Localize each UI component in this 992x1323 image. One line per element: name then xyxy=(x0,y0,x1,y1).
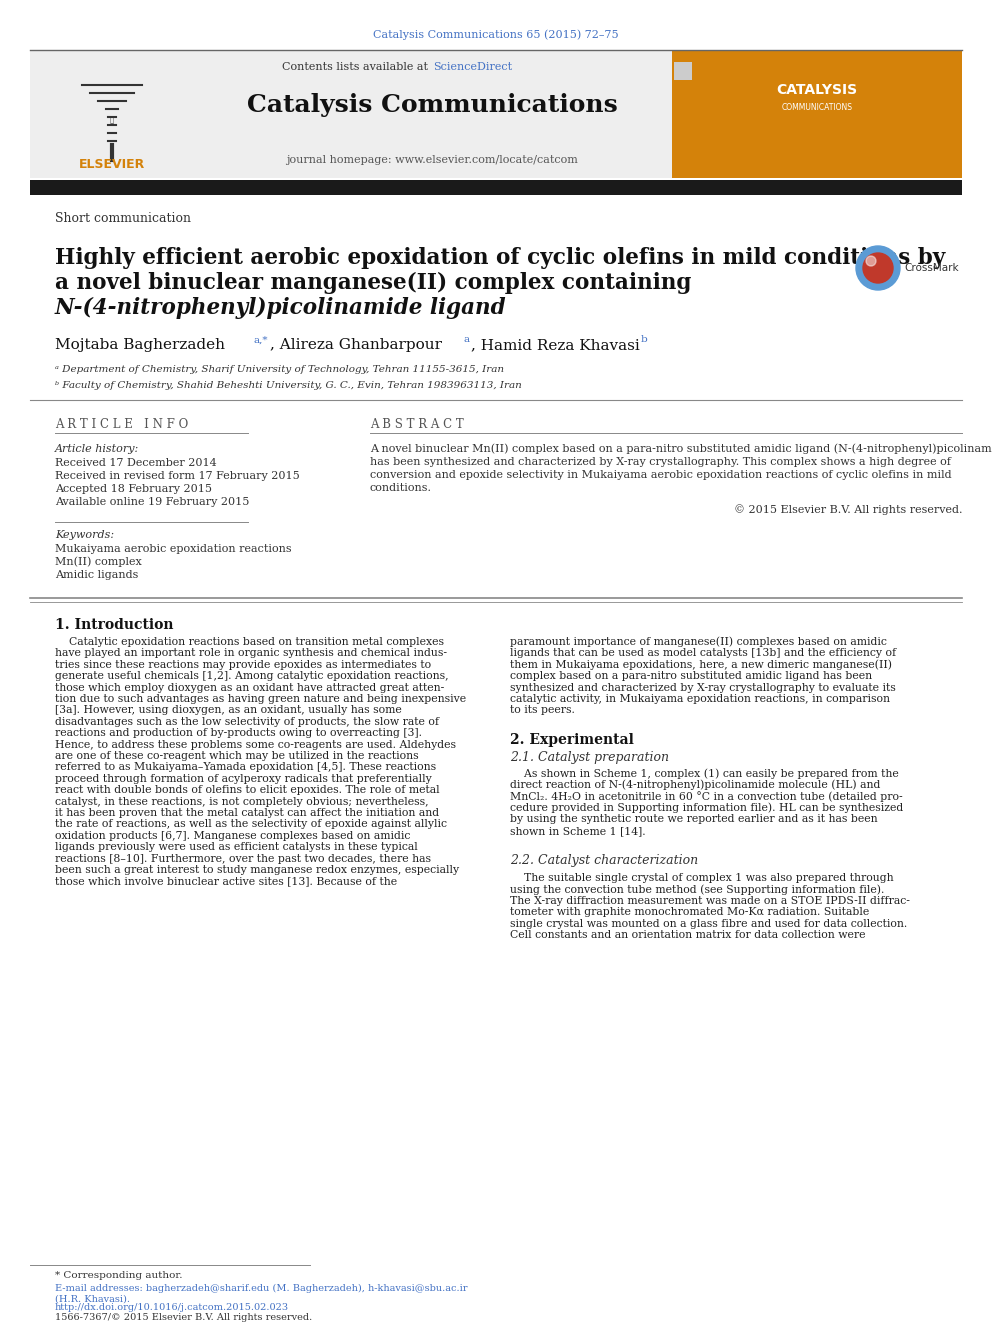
Text: Catalysis Communications: Catalysis Communications xyxy=(247,93,617,116)
Text: using the convection tube method (see Supporting information file).: using the convection tube method (see Su… xyxy=(510,884,885,894)
FancyBboxPatch shape xyxy=(30,50,192,179)
Text: those which involve binuclear active sites [13]. Because of the: those which involve binuclear active sit… xyxy=(55,876,397,886)
Text: A novel binuclear Mn(II) complex based on a para-nitro substituted amidic ligand: A novel binuclear Mn(II) complex based o… xyxy=(370,443,992,454)
Text: Mojtaba Bagherzadeh: Mojtaba Bagherzadeh xyxy=(55,337,225,352)
Text: As shown in Scheme 1, complex (1) can easily be prepared from the: As shown in Scheme 1, complex (1) can ea… xyxy=(510,769,899,779)
Text: proceed through formation of acylperoxy radicals that preferentially: proceed through formation of acylperoxy … xyxy=(55,774,432,783)
Text: shown in Scheme 1 [14].: shown in Scheme 1 [14]. xyxy=(510,826,646,836)
Text: A R T I C L E   I N F O: A R T I C L E I N F O xyxy=(55,418,188,431)
Text: E-mail addresses: bagherzadeh@sharif.edu (M. Bagherzadeh), h-khavasi@sbu.ac.ir: E-mail addresses: bagherzadeh@sharif.edu… xyxy=(55,1283,467,1293)
Text: disadvantages such as the low selectivity of products, the slow rate of: disadvantages such as the low selectivit… xyxy=(55,717,439,726)
Text: COMMUNICATIONS: COMMUNICATIONS xyxy=(782,103,852,112)
Text: The X-ray diffraction measurement was made on a STOE IPDS-II diffrac-: The X-ray diffraction measurement was ma… xyxy=(510,896,910,906)
Text: 2. Experimental: 2. Experimental xyxy=(510,733,634,746)
FancyBboxPatch shape xyxy=(30,180,962,194)
Circle shape xyxy=(863,253,893,283)
Text: ligands that can be used as model catalysts [13b] and the efficiency of: ligands that can be used as model cataly… xyxy=(510,648,896,659)
Text: ᵇ Faculty of Chemistry, Shahid Beheshti University, G. C., Evin, Tehran 19839631: ᵇ Faculty of Chemistry, Shahid Beheshti … xyxy=(55,381,522,389)
Text: http://dx.doi.org/10.1016/j.catcom.2015.02.023: http://dx.doi.org/10.1016/j.catcom.2015.… xyxy=(55,1303,289,1312)
Text: b: b xyxy=(641,336,648,344)
Text: catalytic activity, in Mukaiyama epoxidation reactions, in comparison: catalytic activity, in Mukaiyama epoxida… xyxy=(510,695,890,704)
Text: Contents lists available at: Contents lists available at xyxy=(283,62,432,71)
Text: ScienceDirect: ScienceDirect xyxy=(433,62,512,71)
Text: Cell constants and an orientation matrix for data collection were: Cell constants and an orientation matrix… xyxy=(510,930,865,941)
Text: N-(4-nitrophenyl)picolinamide ligand: N-(4-nitrophenyl)picolinamide ligand xyxy=(55,296,507,319)
Text: has been synthesized and characterized by X-ray crystallography. This complex sh: has been synthesized and characterized b… xyxy=(370,456,951,467)
Text: © 2015 Elsevier B.V. All rights reserved.: © 2015 Elsevier B.V. All rights reserved… xyxy=(733,504,962,516)
Text: tries since these reactions may provide epoxides as intermediates to: tries since these reactions may provide … xyxy=(55,660,432,669)
Text: ᵃ Department of Chemistry, Sharif University of Technology, Tehran 11155-3615, I: ᵃ Department of Chemistry, Sharif Univer… xyxy=(55,365,504,374)
Text: Received 17 December 2014: Received 17 December 2014 xyxy=(55,458,216,468)
Text: 1566-7367/© 2015 Elsevier B.V. All rights reserved.: 1566-7367/© 2015 Elsevier B.V. All right… xyxy=(55,1314,312,1323)
Text: Keywords:: Keywords: xyxy=(55,531,114,540)
Text: CATALYSIS: CATALYSIS xyxy=(777,83,857,97)
Text: a,*: a,* xyxy=(253,336,268,344)
Text: to its peers.: to its peers. xyxy=(510,705,575,716)
Text: journal homepage: www.elsevier.com/locate/catcom: journal homepage: www.elsevier.com/locat… xyxy=(286,155,578,165)
Text: reactions [8–10]. Furthermore, over the past two decades, there has: reactions [8–10]. Furthermore, over the … xyxy=(55,853,431,864)
Text: oxidation products [6,7]. Manganese complexes based on amidic: oxidation products [6,7]. Manganese comp… xyxy=(55,831,411,841)
Text: Mn(II) complex: Mn(II) complex xyxy=(55,557,142,568)
Text: 2.2. Catalyst characterization: 2.2. Catalyst characterization xyxy=(510,853,698,867)
Text: tion due to such advantages as having green nature and being inexpensive: tion due to such advantages as having gr… xyxy=(55,695,466,704)
Text: Received in revised form 17 February 2015: Received in revised form 17 February 201… xyxy=(55,471,300,482)
Text: single crystal was mounted on a glass fibre and used for data collection.: single crystal was mounted on a glass fi… xyxy=(510,918,908,929)
FancyBboxPatch shape xyxy=(672,50,962,179)
Text: The suitable single crystal of complex 1 was also prepared through: The suitable single crystal of complex 1… xyxy=(510,873,894,884)
Text: referred to as Mukaiyama–Yamada epoxidation [4,5]. These reactions: referred to as Mukaiyama–Yamada epoxidat… xyxy=(55,762,436,773)
Text: [3a]. However, using dioxygen, as an oxidant, usually has some: [3a]. However, using dioxygen, as an oxi… xyxy=(55,705,402,716)
Text: reactions and production of by-products owing to overreacting [3].: reactions and production of by-products … xyxy=(55,728,422,738)
Text: a: a xyxy=(463,336,469,344)
Text: Mukaiyama aerobic epoxidation reactions: Mukaiyama aerobic epoxidation reactions xyxy=(55,544,292,554)
Circle shape xyxy=(856,246,900,290)
Text: by using the synthetic route we reported earlier and as it has been: by using the synthetic route we reported… xyxy=(510,815,878,824)
FancyBboxPatch shape xyxy=(674,62,692,79)
Text: 2.1. Catalyst preparation: 2.1. Catalyst preparation xyxy=(510,751,669,765)
Text: conditions.: conditions. xyxy=(370,483,432,493)
Text: Highly efficient aerobic epoxidation of cyclic olefins in mild conditions by: Highly efficient aerobic epoxidation of … xyxy=(55,247,945,269)
Text: ELSEVIER: ELSEVIER xyxy=(79,159,145,172)
Text: conversion and epoxide selectivity in Mukaiyama aerobic epoxidation reactions of: conversion and epoxide selectivity in Mu… xyxy=(370,470,951,480)
Text: * Corresponding author.: * Corresponding author. xyxy=(55,1270,183,1279)
Text: generate useful chemicals [1,2]. Among catalytic epoxidation reactions,: generate useful chemicals [1,2]. Among c… xyxy=(55,671,448,681)
Text: Short communication: Short communication xyxy=(55,212,191,225)
Text: catalyst, in these reactions, is not completely obvious; nevertheless,: catalyst, in these reactions, is not com… xyxy=(55,796,429,807)
Circle shape xyxy=(866,255,876,266)
Text: Amidic ligands: Amidic ligands xyxy=(55,570,138,579)
Text: Catalytic epoxidation reactions based on transition metal complexes: Catalytic epoxidation reactions based on… xyxy=(55,636,444,647)
FancyBboxPatch shape xyxy=(192,50,672,179)
Text: Hence, to address these problems some co-reagents are used. Aldehydes: Hence, to address these problems some co… xyxy=(55,740,456,750)
Text: MnCl₂. 4H₂O in acetonitrile in 60 °C in a convection tube (detailed pro-: MnCl₂. 4H₂O in acetonitrile in 60 °C in … xyxy=(510,791,903,802)
Text: been such a great interest to study manganese redox enzymes, especially: been such a great interest to study mang… xyxy=(55,865,459,875)
Text: a novel binuclear manganese(II) complex containing: a novel binuclear manganese(II) complex … xyxy=(55,273,691,294)
Text: Available online 19 February 2015: Available online 19 February 2015 xyxy=(55,497,249,507)
Text: direct reaction of N-(4-nitrophenyl)picolinamide molecule (HL) and: direct reaction of N-(4-nitrophenyl)pico… xyxy=(510,781,880,790)
Text: have played an important role in organic synthesis and chemical indus-: have played an important role in organic… xyxy=(55,648,447,659)
Text: ⬛: ⬛ xyxy=(110,116,114,123)
Text: them in Mukaiyama epoxidations, here, a new dimeric manganese(II): them in Mukaiyama epoxidations, here, a … xyxy=(510,660,892,669)
Text: cedure provided in Supporting information file). HL can be synthesized: cedure provided in Supporting informatio… xyxy=(510,803,904,814)
Text: it has been proven that the metal catalyst can affect the initiation and: it has been proven that the metal cataly… xyxy=(55,808,439,818)
Text: CrossMark: CrossMark xyxy=(904,263,958,273)
Text: react with double bonds of olefins to elicit epoxides. The role of metal: react with double bonds of olefins to el… xyxy=(55,785,439,795)
Text: A B S T R A C T: A B S T R A C T xyxy=(370,418,463,431)
Text: , Hamid Reza Khavasi: , Hamid Reza Khavasi xyxy=(471,337,640,352)
Text: complex based on a para-nitro substituted amidic ligand has been: complex based on a para-nitro substitute… xyxy=(510,671,872,681)
Text: ligands previously were used as efficient catalysts in these typical: ligands previously were used as efficien… xyxy=(55,843,418,852)
Text: those which employ dioxygen as an oxidant have attracted great atten-: those which employ dioxygen as an oxidan… xyxy=(55,683,444,693)
Text: Article history:: Article history: xyxy=(55,445,139,454)
Text: the rate of reactions, as well as the selectivity of epoxide against allylic: the rate of reactions, as well as the se… xyxy=(55,819,447,830)
Text: (H.R. Khavasi).: (H.R. Khavasi). xyxy=(55,1294,130,1303)
Text: tometer with graphite monochromated Mo-Kα radiation. Suitable: tometer with graphite monochromated Mo-K… xyxy=(510,908,869,917)
Text: paramount importance of manganese(II) complexes based on amidic: paramount importance of manganese(II) co… xyxy=(510,636,887,647)
Text: synthesized and characterized by X-ray crystallography to evaluate its: synthesized and characterized by X-ray c… xyxy=(510,683,896,693)
Text: , Alireza Ghanbarpour: , Alireza Ghanbarpour xyxy=(270,337,442,352)
Text: are one of these co-reagent which may be utilized in the reactions: are one of these co-reagent which may be… xyxy=(55,751,419,761)
Text: 1. Introduction: 1. Introduction xyxy=(55,618,174,632)
Text: Catalysis Communications 65 (2015) 72–75: Catalysis Communications 65 (2015) 72–75 xyxy=(373,29,619,40)
Text: Accepted 18 February 2015: Accepted 18 February 2015 xyxy=(55,484,212,493)
